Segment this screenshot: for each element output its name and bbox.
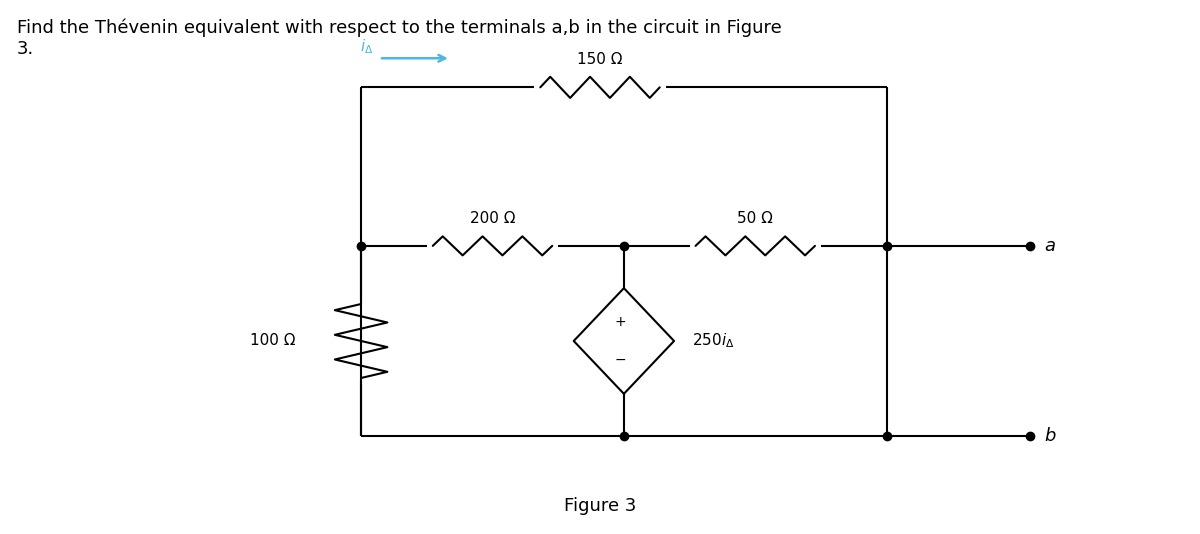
Text: $i_\Delta$: $i_\Delta$ — [360, 37, 373, 56]
Text: +: + — [614, 315, 626, 329]
Text: 100 Ω: 100 Ω — [250, 333, 295, 349]
Text: 150 Ω: 150 Ω — [577, 52, 623, 67]
Text: Figure 3: Figure 3 — [564, 497, 636, 515]
Text: b: b — [1044, 427, 1056, 445]
Text: −: − — [614, 353, 626, 367]
Text: Find the Thévenin equivalent with respect to the terminals a,b in the circuit in: Find the Thévenin equivalent with respec… — [17, 19, 782, 58]
Text: 200 Ω: 200 Ω — [469, 211, 515, 226]
Text: a: a — [1044, 237, 1055, 255]
Text: 250$i_\Delta$: 250$i_\Delta$ — [692, 332, 734, 350]
Text: 50 Ω: 50 Ω — [737, 211, 773, 226]
